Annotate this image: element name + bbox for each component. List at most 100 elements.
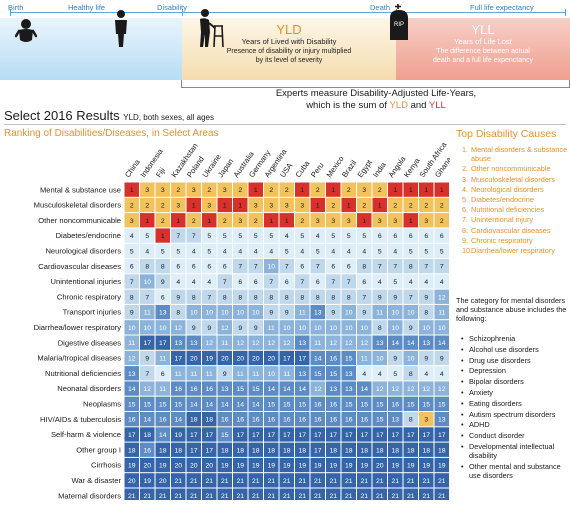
heatmap-cell	[434, 473, 449, 488]
cell-value: 11	[190, 371, 197, 378]
heatmap-cell	[217, 243, 232, 258]
cell-value: 20	[376, 463, 384, 470]
heatmap-cell	[295, 488, 310, 503]
heatmap-cell	[403, 396, 418, 411]
heatmap-cell	[357, 182, 372, 197]
heatmap-cell	[403, 412, 418, 427]
heatmap-cell	[186, 213, 201, 228]
heatmap-cell	[372, 350, 387, 366]
heatmap-cell	[388, 396, 403, 411]
cell-value: 18	[298, 447, 306, 454]
cell-value: 5	[145, 233, 149, 240]
top-cause-label: Musculoskeletal disorders	[471, 174, 555, 184]
heatmap-cell	[357, 335, 372, 350]
cell-value: 13	[422, 340, 430, 347]
cell-value: 17	[283, 432, 291, 439]
cell-value: 21	[314, 493, 322, 500]
cell-value: 16	[329, 417, 337, 424]
heatmap-cell	[372, 228, 387, 243]
cell-value: 2	[424, 202, 428, 209]
cell-value: 5	[285, 248, 289, 255]
heatmap-cell	[124, 442, 139, 457]
heatmap-cell	[434, 304, 449, 320]
heatmap-cell	[326, 366, 341, 381]
cell-value: 8	[161, 264, 165, 271]
heatmap-cell	[155, 488, 170, 503]
heatmap-cell	[357, 213, 372, 228]
heatmap-cell	[372, 381, 387, 396]
heatmap-cell	[279, 412, 294, 427]
cell-value: 3	[316, 218, 320, 225]
cell-value: 11	[221, 340, 228, 347]
heatmap-cell	[155, 412, 170, 427]
cell-value: 5	[362, 233, 366, 240]
heatmap-cell	[310, 213, 325, 228]
heatmap-cell	[326, 335, 341, 350]
cell-value: 18	[407, 447, 415, 454]
heatmap-cell	[186, 289, 201, 304]
top-cause-number: 6.	[462, 205, 469, 215]
heatmap-cell	[140, 304, 155, 320]
heatmap-cell	[326, 228, 341, 243]
heatmap-cell	[403, 457, 418, 473]
heatmap-cell	[403, 473, 418, 488]
cell-value: 19	[252, 463, 260, 470]
cell-value: 10	[298, 325, 306, 332]
cell-value: 21	[376, 493, 384, 500]
top-cause-number: 1.	[462, 145, 469, 154]
timeline-tick	[565, 9, 566, 16]
heatmap-cell	[248, 427, 263, 442]
heatmap-cell	[248, 396, 263, 411]
heatmap-cell	[264, 274, 279, 289]
cell-value: 4	[316, 233, 320, 240]
heatmap-cell	[403, 366, 418, 381]
cell-value: 16	[283, 417, 291, 424]
heatmap-cell	[372, 243, 387, 258]
heatmap-cell	[140, 289, 155, 304]
cell-value: 10	[236, 310, 244, 317]
cell-value: 3	[207, 202, 211, 209]
cell-value: 4	[223, 248, 227, 255]
heatmap-cell	[264, 488, 279, 503]
heatmap-cell	[140, 197, 155, 213]
cell-value: 4	[378, 371, 382, 378]
cell-value: 2	[145, 202, 149, 209]
cell-value: 8	[254, 294, 258, 301]
heatmap-cell	[434, 182, 449, 197]
heatmap-cell	[403, 259, 418, 274]
heatmap-cell	[186, 243, 201, 258]
row-label: Chronic respiratory	[57, 292, 121, 301]
row-label: Self-harm & violence	[51, 430, 121, 439]
cell-value: 2	[316, 187, 320, 194]
heatmap-cell	[326, 259, 341, 274]
cell-value: 13	[314, 310, 322, 317]
cell-value: 8	[409, 264, 413, 271]
heatmap-cell	[279, 228, 294, 243]
cell-value: 13	[298, 371, 306, 378]
cell-value: 15	[329, 371, 337, 378]
heatmap-cell	[419, 381, 434, 396]
heatmap-cell	[264, 289, 279, 304]
heatmap-cell	[388, 412, 403, 427]
cell-value: 14	[159, 432, 167, 439]
cell-value: 6	[161, 371, 165, 378]
heatmap-cell	[341, 304, 356, 320]
heatmap-cell	[202, 350, 217, 366]
cell-value: 17	[143, 340, 151, 347]
heatmap-cell	[233, 350, 248, 366]
cell-value: 15	[159, 401, 167, 408]
top-cause-number: 4.	[462, 184, 469, 194]
cell-value: 11	[252, 371, 259, 378]
cell-value: 5	[207, 248, 211, 255]
heatmap-cell	[310, 243, 325, 258]
heatmap-cell	[279, 442, 294, 457]
heatmap-cell	[419, 335, 434, 350]
heatmap-cell	[140, 381, 155, 396]
heatmap-cell	[279, 213, 294, 228]
heatmap-cell	[140, 350, 155, 366]
cell-value: 2	[176, 187, 180, 194]
heatmap-cell	[202, 182, 217, 197]
mental-disorders-note: The category for mental disorders and su…	[456, 296, 567, 323]
cell-value: 7	[440, 264, 444, 271]
heatmap-cell	[310, 396, 325, 411]
